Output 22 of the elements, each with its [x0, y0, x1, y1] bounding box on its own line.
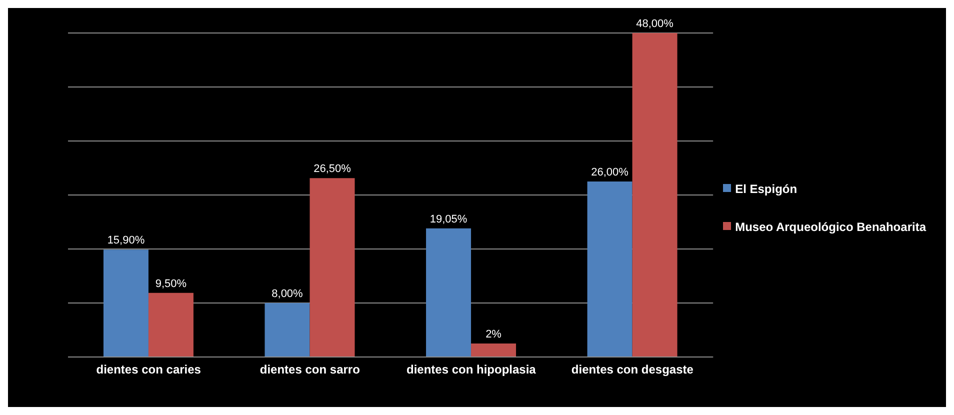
- bar: [471, 344, 516, 357]
- legend-label: Museo Arqueológico Benahoarita: [735, 220, 926, 234]
- data-label: 26,00%: [591, 166, 629, 178]
- x-tick-label: dientes con desgaste: [571, 362, 694, 377]
- bar: [426, 228, 472, 357]
- data-label: 48,00%: [636, 18, 674, 30]
- x-tick-label: dientes con sarro: [260, 362, 360, 377]
- x-tick-label: dientes con hipoplasia: [406, 362, 536, 377]
- bar: [587, 182, 632, 357]
- data-label: 9,50%: [155, 278, 187, 290]
- data-label: 26,50%: [314, 163, 352, 176]
- data-label: 15,90%: [107, 234, 145, 247]
- data-label: 8,00%: [272, 288, 304, 300]
- bar: [632, 33, 678, 357]
- bar: [264, 303, 310, 357]
- bar: [310, 178, 355, 357]
- x-tick-label: dientes con caries: [96, 362, 202, 377]
- data-label: 19,05%: [430, 213, 468, 226]
- data-label: 2%: [486, 328, 502, 340]
- bar: [103, 250, 148, 357]
- legend-label: El Espigón: [735, 182, 798, 196]
- bar: [148, 292, 194, 357]
